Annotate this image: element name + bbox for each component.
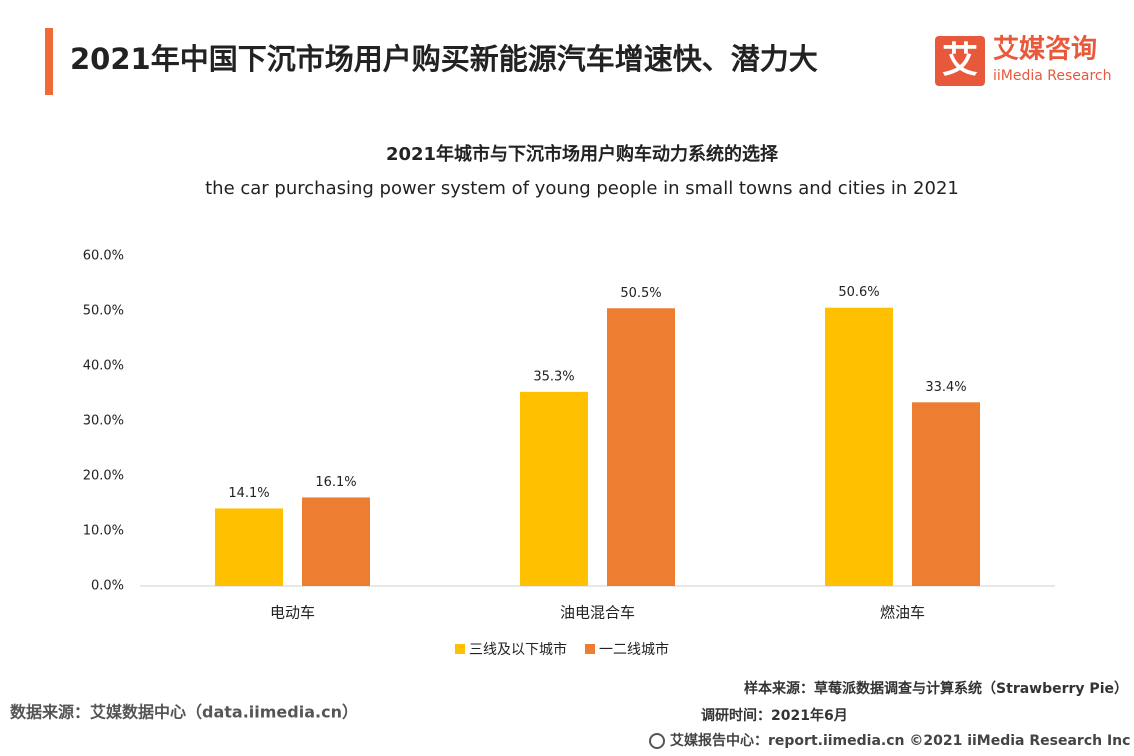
value-label: 16.1% bbox=[315, 475, 356, 490]
y-tick-label: 60.0% bbox=[83, 249, 124, 264]
y-tick-label: 0.0% bbox=[91, 579, 124, 594]
logo-name: 艾媒咨询 bbox=[993, 34, 1097, 65]
sample-source: 样本来源：草莓派数据调查与计算系统（Strawberry Pie） bbox=[744, 680, 1128, 697]
y-tick-label: 30.0% bbox=[83, 414, 124, 429]
value-label: 33.4% bbox=[925, 380, 966, 395]
value-label: 50.6% bbox=[838, 285, 879, 300]
x-tick-label: 电动车 bbox=[270, 604, 315, 622]
copyright: 艾媒报告中心：report.iimedia.cn ©2021 iiMedia R… bbox=[670, 732, 1130, 749]
value-label: 14.1% bbox=[228, 486, 269, 501]
y-tick-label: 10.0% bbox=[83, 524, 124, 539]
survey-time: 调研时间：2021年6月 bbox=[701, 707, 848, 724]
bar bbox=[825, 307, 893, 586]
data-source: 数据来源：艾媒数据中心（data.iimedia.cn） bbox=[10, 703, 358, 722]
value-label: 50.5% bbox=[620, 286, 661, 301]
bar bbox=[607, 308, 675, 586]
chart-subtitle: the car purchasing power system of young… bbox=[205, 178, 959, 199]
legend-swatch bbox=[455, 644, 465, 654]
chart-title: 2021年城市与下沉市场用户购车动力系统的选择 bbox=[386, 143, 779, 165]
y-tick-label: 40.0% bbox=[83, 359, 124, 374]
bar bbox=[912, 402, 980, 586]
logo-mark: 艾 bbox=[942, 40, 978, 81]
y-tick-label: 50.0% bbox=[83, 304, 124, 319]
bar bbox=[520, 391, 588, 586]
x-tick-label: 油电混合车 bbox=[560, 604, 635, 622]
x-tick-label: 燃油车 bbox=[880, 604, 925, 622]
globe-icon bbox=[649, 733, 665, 749]
legend-label: 一二线城市 bbox=[599, 641, 669, 658]
legend-label: 三线及以下城市 bbox=[469, 641, 567, 658]
logo-english: iiMedia Research bbox=[993, 68, 1112, 84]
legend-swatch bbox=[585, 644, 595, 654]
y-tick-label: 20.0% bbox=[83, 469, 124, 484]
bar bbox=[215, 508, 283, 586]
title-accent bbox=[45, 28, 53, 95]
page-title: 2021年中国下沉市场用户购买新能源汽车增速快、潜力大 bbox=[70, 42, 818, 76]
logo-mark-bg bbox=[935, 36, 985, 86]
value-label: 35.3% bbox=[533, 369, 574, 384]
bar bbox=[302, 497, 370, 586]
